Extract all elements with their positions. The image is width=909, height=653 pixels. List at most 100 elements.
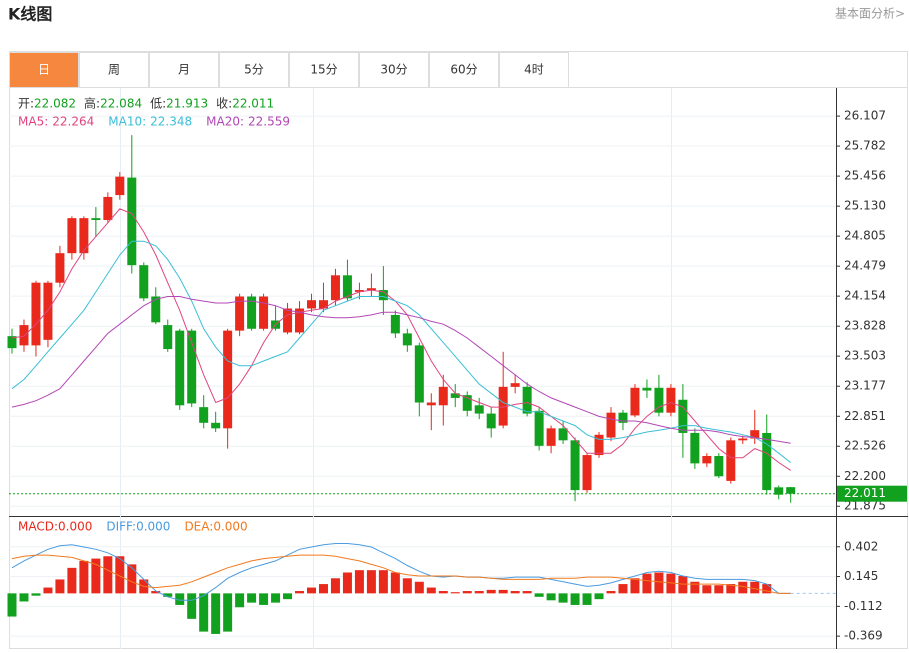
candle-body — [450, 393, 460, 398]
macd-bar — [19, 593, 29, 602]
tab-label[interactable]: 60分 — [450, 63, 477, 77]
tab-bg[interactable] — [499, 52, 569, 88]
candle-body — [546, 428, 556, 446]
macd-bar — [199, 593, 209, 632]
tab-bg[interactable] — [359, 52, 429, 88]
tab-label[interactable]: 4时 — [524, 63, 544, 77]
candle-body — [642, 387, 652, 391]
macd-bar — [474, 591, 484, 594]
ma-legend-name: MA20: — [206, 115, 244, 129]
macd-bar — [295, 591, 305, 594]
y-tick-label: 23.828 — [844, 319, 886, 333]
tab-bg[interactable] — [149, 52, 219, 88]
candle-body — [618, 412, 628, 423]
macd-bar — [163, 593, 173, 597]
fundamental-link[interactable]: 基本面分析> — [835, 7, 905, 21]
y-tick-label: 23.503 — [844, 349, 886, 363]
y-tick-label: 25.456 — [844, 169, 886, 183]
tab-label[interactable]: 5分 — [244, 63, 264, 77]
readout-label: 高: — [84, 96, 100, 111]
tab-bg[interactable] — [289, 52, 359, 88]
candle-body — [774, 487, 784, 495]
candle-body — [199, 407, 209, 423]
candle-body — [630, 387, 640, 416]
tab-label[interactable]: 周 — [108, 63, 120, 77]
tab-label[interactable]: 15分 — [310, 63, 337, 77]
candle-body — [175, 330, 185, 406]
readout-value: 22.084 — [100, 97, 142, 111]
macd-bar — [762, 584, 772, 594]
candle-body — [139, 265, 149, 299]
macd-bar — [678, 575, 688, 594]
macd-legend-name: MACD: — [18, 520, 58, 534]
candle-body — [378, 290, 388, 301]
candle-body — [55, 253, 65, 283]
tab-bg[interactable] — [9, 52, 79, 88]
y-tick-label: -0.369 — [844, 629, 883, 643]
y-tick-label: 0.145 — [844, 569, 878, 583]
candle-body — [43, 282, 53, 340]
y-tick-label: 25.782 — [844, 139, 886, 153]
macd-bar — [438, 591, 448, 594]
macd-bar — [630, 578, 640, 594]
candle-body — [534, 410, 544, 446]
macd-legend-name: DIFF: — [106, 520, 136, 534]
macd-bar — [151, 591, 161, 594]
y-tick-label: 22.526 — [844, 439, 886, 453]
y-tick-label: 22.200 — [844, 469, 886, 483]
y-tick-label: 24.154 — [844, 289, 886, 303]
ma-line — [11, 208, 791, 471]
macd-bar — [654, 572, 664, 594]
candle-body — [510, 383, 520, 387]
macd-bar — [223, 593, 233, 632]
candle-body — [318, 300, 328, 309]
macd-bar — [354, 570, 364, 594]
macd-bar — [115, 556, 125, 594]
last-price-label: 22.011 — [844, 486, 886, 500]
macd-bar — [522, 591, 532, 594]
tab-label[interactable]: 月 — [178, 63, 190, 77]
candle-body — [295, 308, 305, 333]
candle-body — [498, 386, 508, 426]
candle-body — [307, 300, 316, 309]
ma-legend-value: 22.559 — [248, 115, 290, 129]
macd-bar — [702, 585, 712, 594]
tab-bg[interactable] — [219, 52, 289, 88]
macd-bar — [259, 593, 269, 605]
candle-body — [259, 296, 269, 329]
candle-body — [151, 296, 161, 323]
candle-body — [283, 308, 293, 333]
candle-body — [474, 405, 484, 414]
macd-bar — [570, 593, 580, 605]
candle-body — [7, 336, 17, 349]
y-tick-label: -0.112 — [844, 599, 883, 613]
macd-bar — [606, 591, 616, 594]
macd-bar — [414, 581, 424, 594]
tab-label[interactable]: 30分 — [380, 63, 407, 77]
macd-line — [11, 554, 791, 594]
y-tick-label: 24.805 — [844, 229, 886, 243]
candle-body — [127, 177, 137, 266]
macd-bar — [31, 593, 41, 596]
macd-bar — [7, 593, 17, 617]
candle-body — [402, 333, 412, 346]
macd-bar — [738, 581, 748, 594]
candle-body — [342, 275, 352, 299]
macd-bar — [714, 585, 724, 594]
macd-bar — [690, 581, 700, 594]
readout-value: 22.082 — [34, 97, 76, 111]
readout-label: 开: — [18, 97, 34, 111]
tab-bg[interactable] — [79, 52, 149, 88]
candle-body — [103, 196, 113, 220]
candle-body — [462, 395, 472, 411]
candle-body — [522, 386, 532, 414]
candle-body — [247, 296, 257, 329]
macd-bar — [67, 567, 77, 594]
candle-body — [67, 218, 77, 254]
candle-body — [570, 440, 580, 491]
candle-body — [666, 387, 676, 413]
macd-bar — [211, 593, 221, 634]
tab-bg[interactable] — [429, 52, 499, 88]
tab-label[interactable]: 日 — [38, 63, 50, 77]
